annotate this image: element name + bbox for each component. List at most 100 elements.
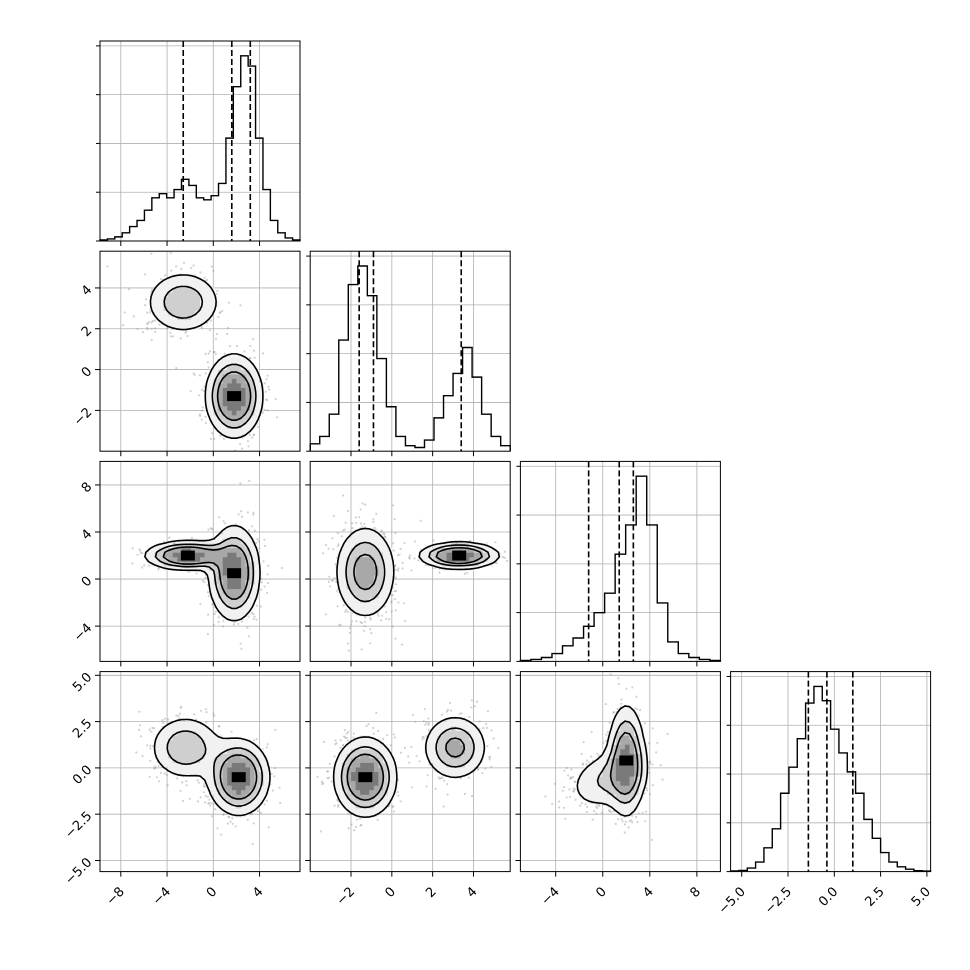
contour-line: [154, 536, 255, 610]
density-cell: [236, 611, 242, 617]
density-cell: [195, 292, 201, 298]
density-cell: [250, 807, 255, 813]
scatter-point: [234, 825, 237, 828]
scatter-point: [372, 732, 375, 735]
density-cell: [186, 767, 192, 772]
scatter-point: [332, 515, 335, 518]
scatter-point: [253, 615, 256, 618]
density-cell: [222, 565, 228, 571]
scatter-point: [163, 717, 167, 720]
density-cell: [195, 314, 201, 320]
density-cell: [163, 319, 169, 325]
histogram-panel-3: [726, 671, 932, 873]
scatter-point: [265, 746, 268, 749]
scatter-point: [363, 620, 367, 623]
density-cell: [195, 767, 201, 772]
density-cell: [204, 735, 210, 741]
density-cell: [218, 789, 224, 795]
density-cell: [351, 584, 357, 590]
density-cell: [342, 565, 347, 571]
histogram-step: [729, 685, 932, 872]
scatter-point: [211, 603, 214, 606]
density-cell: [154, 744, 160, 750]
density-cell: [227, 556, 233, 562]
scatter-point: [408, 557, 411, 560]
scatter-point: [495, 562, 498, 565]
density-cell: [254, 762, 260, 768]
scatter-point: [210, 265, 213, 268]
density-cell: [346, 565, 352, 571]
scatter-point: [209, 527, 212, 530]
density-cell: [168, 301, 174, 307]
density-cell: [364, 543, 370, 549]
density-cell: [227, 807, 233, 813]
density-cell: [236, 419, 242, 425]
density-cell: [204, 753, 210, 759]
density-cell: [213, 538, 219, 544]
scatter-point: [394, 568, 397, 572]
scatter-point: [162, 721, 165, 725]
scatter-point: [139, 549, 142, 552]
density-cell: [227, 534, 233, 540]
density-cell: [337, 584, 343, 590]
density-cell: [236, 739, 242, 745]
scatter-point: [127, 288, 131, 291]
density-cell: [432, 561, 438, 567]
density-cell: [204, 305, 210, 311]
density-cell: [218, 360, 224, 366]
density-cell: [209, 369, 215, 375]
scatter-point: [251, 842, 254, 846]
density-cell: [460, 565, 466, 571]
density-cell: [190, 296, 196, 302]
density-cell: [387, 561, 393, 567]
density-cell: [177, 287, 183, 293]
scatter-point: [359, 508, 362, 511]
scatter-point: [361, 502, 364, 505]
scatter-point: [341, 744, 345, 747]
scatter-point: [252, 433, 256, 436]
density-cell: [231, 552, 237, 558]
density-cell: [177, 319, 183, 325]
density-cell: [240, 355, 246, 361]
scatter-point: [212, 712, 215, 715]
density-cell: [190, 547, 196, 553]
density-cell: [360, 547, 366, 553]
density-cell: [159, 301, 165, 307]
scatter-point: [233, 621, 236, 624]
density-cell: [236, 405, 242, 411]
density-cell: [373, 579, 379, 585]
density-cell: [168, 319, 174, 325]
density-cell: [186, 278, 192, 284]
density-cell: [240, 762, 246, 768]
density-cell: [236, 597, 242, 603]
scatter-point: [150, 252, 153, 255]
density-cell: [190, 314, 196, 320]
density-cell: [222, 570, 228, 576]
density-cell: [254, 748, 260, 754]
density-cell: [259, 392, 265, 398]
scatter-point: [199, 271, 202, 274]
density-cell: [163, 283, 169, 288]
scatter-point: [266, 591, 269, 595]
scatter-point: [131, 562, 134, 565]
density-cell: [213, 780, 219, 786]
density-cell: [213, 762, 219, 768]
density-cell: [222, 584, 228, 590]
density-cell: [240, 798, 246, 804]
scatter-point: [394, 589, 398, 593]
scatter-point: [190, 536, 193, 539]
density-cell: [240, 428, 246, 434]
scatter-point: [184, 331, 187, 334]
density-cell: [259, 785, 265, 791]
scatter-point: [330, 579, 333, 582]
panel-frame: [519, 460, 721, 662]
scatter-point: [151, 319, 154, 323]
density-cell: [245, 602, 251, 608]
density-cell: [218, 561, 224, 567]
density-cell: [469, 547, 475, 553]
scatter-point: [336, 532, 339, 535]
density-cell: [222, 534, 228, 540]
density-cell: [369, 561, 375, 567]
scatter-point: [198, 394, 201, 397]
scatter-point: [327, 580, 330, 583]
